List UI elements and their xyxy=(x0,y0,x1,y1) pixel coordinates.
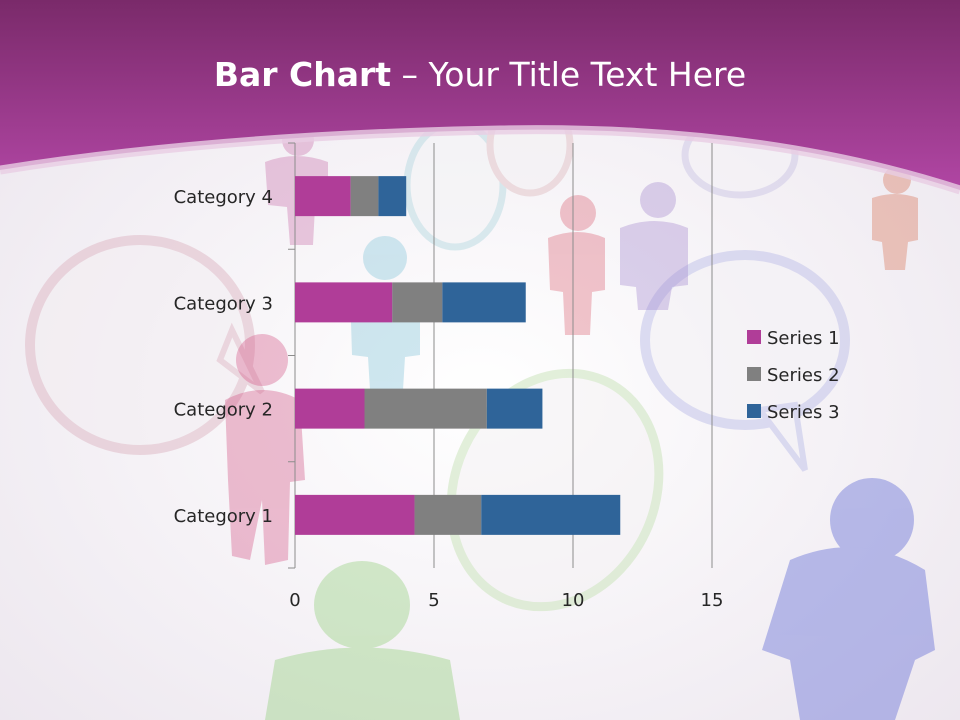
x-tick-label: 10 xyxy=(562,590,585,611)
legend: Series 1 Series 2 Series 3 xyxy=(747,328,840,423)
speech-bubble-icon xyxy=(25,235,265,455)
title-regular-part: Your Title Text Here xyxy=(428,55,747,94)
bar-series-2 xyxy=(350,176,379,217)
title-banner xyxy=(0,0,960,190)
category-label: Category 3 xyxy=(174,293,273,314)
person-figure-icon xyxy=(620,182,688,310)
speech-bubble-icon xyxy=(640,250,850,472)
legend-label: Series 3 xyxy=(767,402,840,423)
bar-series-1 xyxy=(295,388,365,429)
bar-series-2 xyxy=(414,494,482,535)
bar-series-3 xyxy=(442,282,526,323)
bar-series-1 xyxy=(295,282,393,323)
title-separator: – xyxy=(391,55,429,94)
legend-label: Series 1 xyxy=(767,328,840,349)
title-bold-part: Bar Chart xyxy=(213,55,392,94)
category-label: Category 4 xyxy=(174,187,273,208)
banner-curve-highlight xyxy=(0,125,960,195)
person-figure-icon xyxy=(548,195,605,335)
legend-label: Series 2 xyxy=(767,365,840,386)
bar-series-3 xyxy=(378,176,407,217)
person-figure-icon xyxy=(762,478,935,720)
category-label: Category 1 xyxy=(174,506,273,527)
bars xyxy=(295,176,621,535)
bar-series-3 xyxy=(486,388,543,429)
axes xyxy=(288,142,296,569)
speech-bubble-icon xyxy=(446,368,664,612)
legend-swatch xyxy=(747,367,761,381)
person-figure-icon xyxy=(225,334,305,565)
bar-series-1 xyxy=(295,494,415,535)
x-tick-label: 0 xyxy=(289,590,300,611)
bar-series-2 xyxy=(364,388,487,429)
person-figure-icon xyxy=(265,561,460,720)
x-tick-label: 15 xyxy=(701,590,724,611)
slide-title: Bar Chart – Your Title Text Here xyxy=(0,52,960,98)
legend-swatch xyxy=(747,404,761,418)
legend-swatch xyxy=(747,330,761,344)
x-tick-labels: 0 5 10 15 xyxy=(289,590,723,611)
bar-series-2 xyxy=(392,282,443,323)
category-labels: Category 1 Category 2 Category 3 Category 4 xyxy=(174,187,273,527)
bar-series-1 xyxy=(295,176,351,217)
x-tick-label: 5 xyxy=(428,590,439,611)
category-label: Category 2 xyxy=(174,400,273,421)
bar-series-3 xyxy=(481,494,621,535)
